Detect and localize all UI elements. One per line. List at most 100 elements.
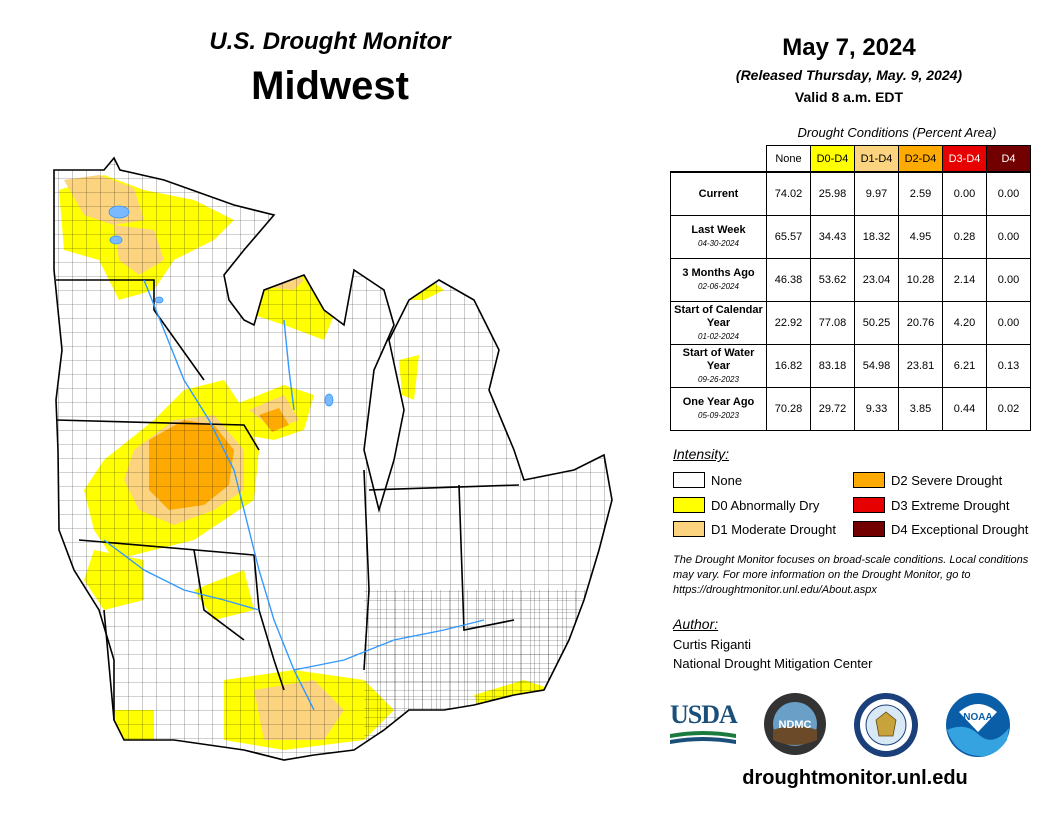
author-heading: Author: bbox=[673, 616, 719, 632]
table-cell: 70.28 bbox=[766, 387, 811, 431]
row-label: Start of Calendar Year bbox=[674, 303, 763, 329]
table-cell: 0.00 bbox=[942, 171, 987, 216]
table-cell: 0.00 bbox=[986, 258, 1031, 302]
legend-item-d0: D0 Abnormally Dry bbox=[673, 497, 819, 513]
disclaimer-note: The Drought Monitor focuses on broad-sca… bbox=[673, 554, 1029, 596]
row-date: 01-02-2024 bbox=[698, 331, 739, 341]
table-cell: 22.92 bbox=[766, 301, 811, 345]
table-cell: 0.02 bbox=[986, 387, 1031, 431]
table-cell: 18.32 bbox=[854, 215, 899, 259]
drought-map bbox=[53, 157, 613, 761]
legend-item-d2: D2 Severe Drought bbox=[853, 472, 1002, 488]
table-cell: 10.28 bbox=[898, 258, 943, 302]
row-label: Start of Water Year bbox=[682, 346, 755, 372]
row-label: Last Week bbox=[691, 224, 746, 236]
release-date: (Released Thursday, May. 9, 2024) bbox=[735, 67, 963, 83]
table-cell: 16.82 bbox=[766, 344, 811, 388]
table-cell: 3.85 bbox=[898, 387, 943, 431]
table-cell: 2.14 bbox=[942, 258, 987, 302]
table-cell: 50.25 bbox=[854, 301, 899, 345]
row-date: 04-30-2024 bbox=[698, 239, 739, 248]
table-cell: 74.02 bbox=[766, 171, 811, 216]
table-cell: 0.00 bbox=[986, 171, 1031, 216]
legend-item-d1: D1 Moderate Drought bbox=[673, 521, 836, 537]
ndmc-logo-text: NDMC bbox=[779, 719, 812, 731]
usda-logo: USDA bbox=[670, 700, 740, 748]
table-row: Start of Water Year 09-26-2023 16.82 83.1… bbox=[670, 344, 1031, 388]
row-date: 09-26-2023 bbox=[698, 374, 739, 384]
legend-label: D4 Exceptional Drought bbox=[891, 521, 1029, 537]
table-cell: 0.00 bbox=[986, 301, 1031, 345]
valid-time: Valid 8 a.m. EDT bbox=[794, 89, 904, 105]
col-d4: D4 bbox=[986, 145, 1031, 173]
legend-label: D2 Severe Drought bbox=[891, 472, 1003, 488]
row-label: Current bbox=[698, 187, 739, 200]
table-cell: 53.62 bbox=[810, 258, 855, 302]
table-cell: 83.18 bbox=[810, 344, 855, 388]
table-cell: 4.20 bbox=[942, 301, 987, 345]
noaa-logo: NOAA bbox=[946, 693, 1010, 757]
table-cell: 23.81 bbox=[898, 344, 943, 388]
table-cell: 0.13 bbox=[986, 344, 1031, 388]
table-cell: 23.04 bbox=[854, 258, 899, 302]
row-label: 3 Months Ago bbox=[682, 267, 755, 279]
legend-swatch bbox=[853, 472, 885, 488]
legend-item-d3: D3 Extreme Drought bbox=[853, 497, 1010, 513]
table-cell: 6.21 bbox=[942, 344, 987, 388]
table-cell: 54.98 bbox=[854, 344, 899, 388]
author-org: National Drought Mitigation Center bbox=[673, 656, 873, 671]
legend-swatch bbox=[853, 521, 885, 537]
ndmc-logo: NDMC bbox=[764, 693, 826, 755]
author-name: Curtis Riganti bbox=[673, 637, 752, 652]
col-none: None bbox=[766, 145, 811, 173]
region-title: Midwest bbox=[251, 64, 409, 108]
col-d1-d4: D1-D4 bbox=[854, 145, 899, 173]
legend-swatch bbox=[853, 497, 885, 513]
website-url[interactable]: droughtmonitor.unl.edu bbox=[742, 767, 968, 789]
table-row: 3 Months Ago 02-06-2024 46.38 53.62 23.04… bbox=[670, 258, 1031, 302]
legend-label: D0 Abnormally Dry bbox=[711, 497, 820, 513]
table-cell: 29.72 bbox=[810, 387, 855, 431]
legend-label: None bbox=[711, 472, 743, 488]
row-label: One Year Ago bbox=[682, 396, 755, 408]
table-cell: 65.57 bbox=[766, 215, 811, 259]
table-cell: 9.97 bbox=[854, 171, 899, 216]
table-cell: 25.98 bbox=[810, 171, 855, 216]
table-cell: 20.76 bbox=[898, 301, 943, 345]
table-cell: 77.08 bbox=[810, 301, 855, 345]
table-cell: 0.00 bbox=[986, 215, 1031, 259]
col-d2-d4: D2-D4 bbox=[898, 145, 943, 173]
col-d3-d4: D3-D4 bbox=[942, 145, 987, 173]
table-cell: 0.44 bbox=[942, 387, 987, 431]
rivers bbox=[103, 279, 485, 711]
table-row: Current 74.02 25.98 9.97 2.59 0.00 0.00 bbox=[670, 171, 1031, 216]
col-d0-d4: D0-D4 bbox=[810, 145, 855, 173]
table-cell: 0.28 bbox=[942, 215, 987, 259]
table-cell: 9.33 bbox=[854, 387, 899, 431]
table-row: Start of Calendar Year 01-02-2024 22.92 7… bbox=[670, 301, 1031, 345]
table-header-row: None D0-D4 D1-D4 D2-D4 D3-D4 D4 bbox=[671, 145, 1031, 173]
legend-swatch bbox=[673, 521, 705, 537]
drought-stats-table: None D0-D4 D1-D4 D2-D4 D3-D4 D4 Current … bbox=[670, 145, 1031, 431]
table-row: Last Week 04-30-2024 65.57 34.43 18.32 4.… bbox=[670, 215, 1031, 259]
legend-swatch bbox=[673, 472, 705, 488]
map-date: May 7, 2024 bbox=[782, 34, 916, 61]
table-cell: 4.95 bbox=[898, 215, 943, 259]
legend-swatch bbox=[673, 497, 705, 513]
table-row: One Year Ago 05-09-2023 70.28 29.72 9.33 … bbox=[670, 387, 1031, 431]
doc-seal-logo bbox=[854, 693, 918, 757]
lakes bbox=[108, 205, 334, 407]
table-cell: 46.38 bbox=[766, 258, 811, 302]
table-caption: Drought Conditions (Percent Area) bbox=[797, 125, 997, 140]
table-cell: 2.59 bbox=[898, 171, 943, 216]
row-date: 05-09-2023 bbox=[698, 411, 739, 420]
table-cell: 34.43 bbox=[810, 215, 855, 259]
map-title: U.S. Drought Monitor bbox=[209, 28, 451, 55]
legend-label: D1 Moderate Drought bbox=[711, 521, 837, 537]
legend-item-d4: D4 Exceptional Drought bbox=[853, 521, 1028, 537]
noaa-logo-text: NOAA bbox=[963, 712, 992, 723]
legend-item-none: None bbox=[673, 472, 742, 488]
row-date: 02-06-2024 bbox=[698, 282, 739, 291]
legend-title: Intensity: bbox=[673, 446, 730, 462]
legend-label: D3 Extreme Drought bbox=[891, 497, 1010, 513]
